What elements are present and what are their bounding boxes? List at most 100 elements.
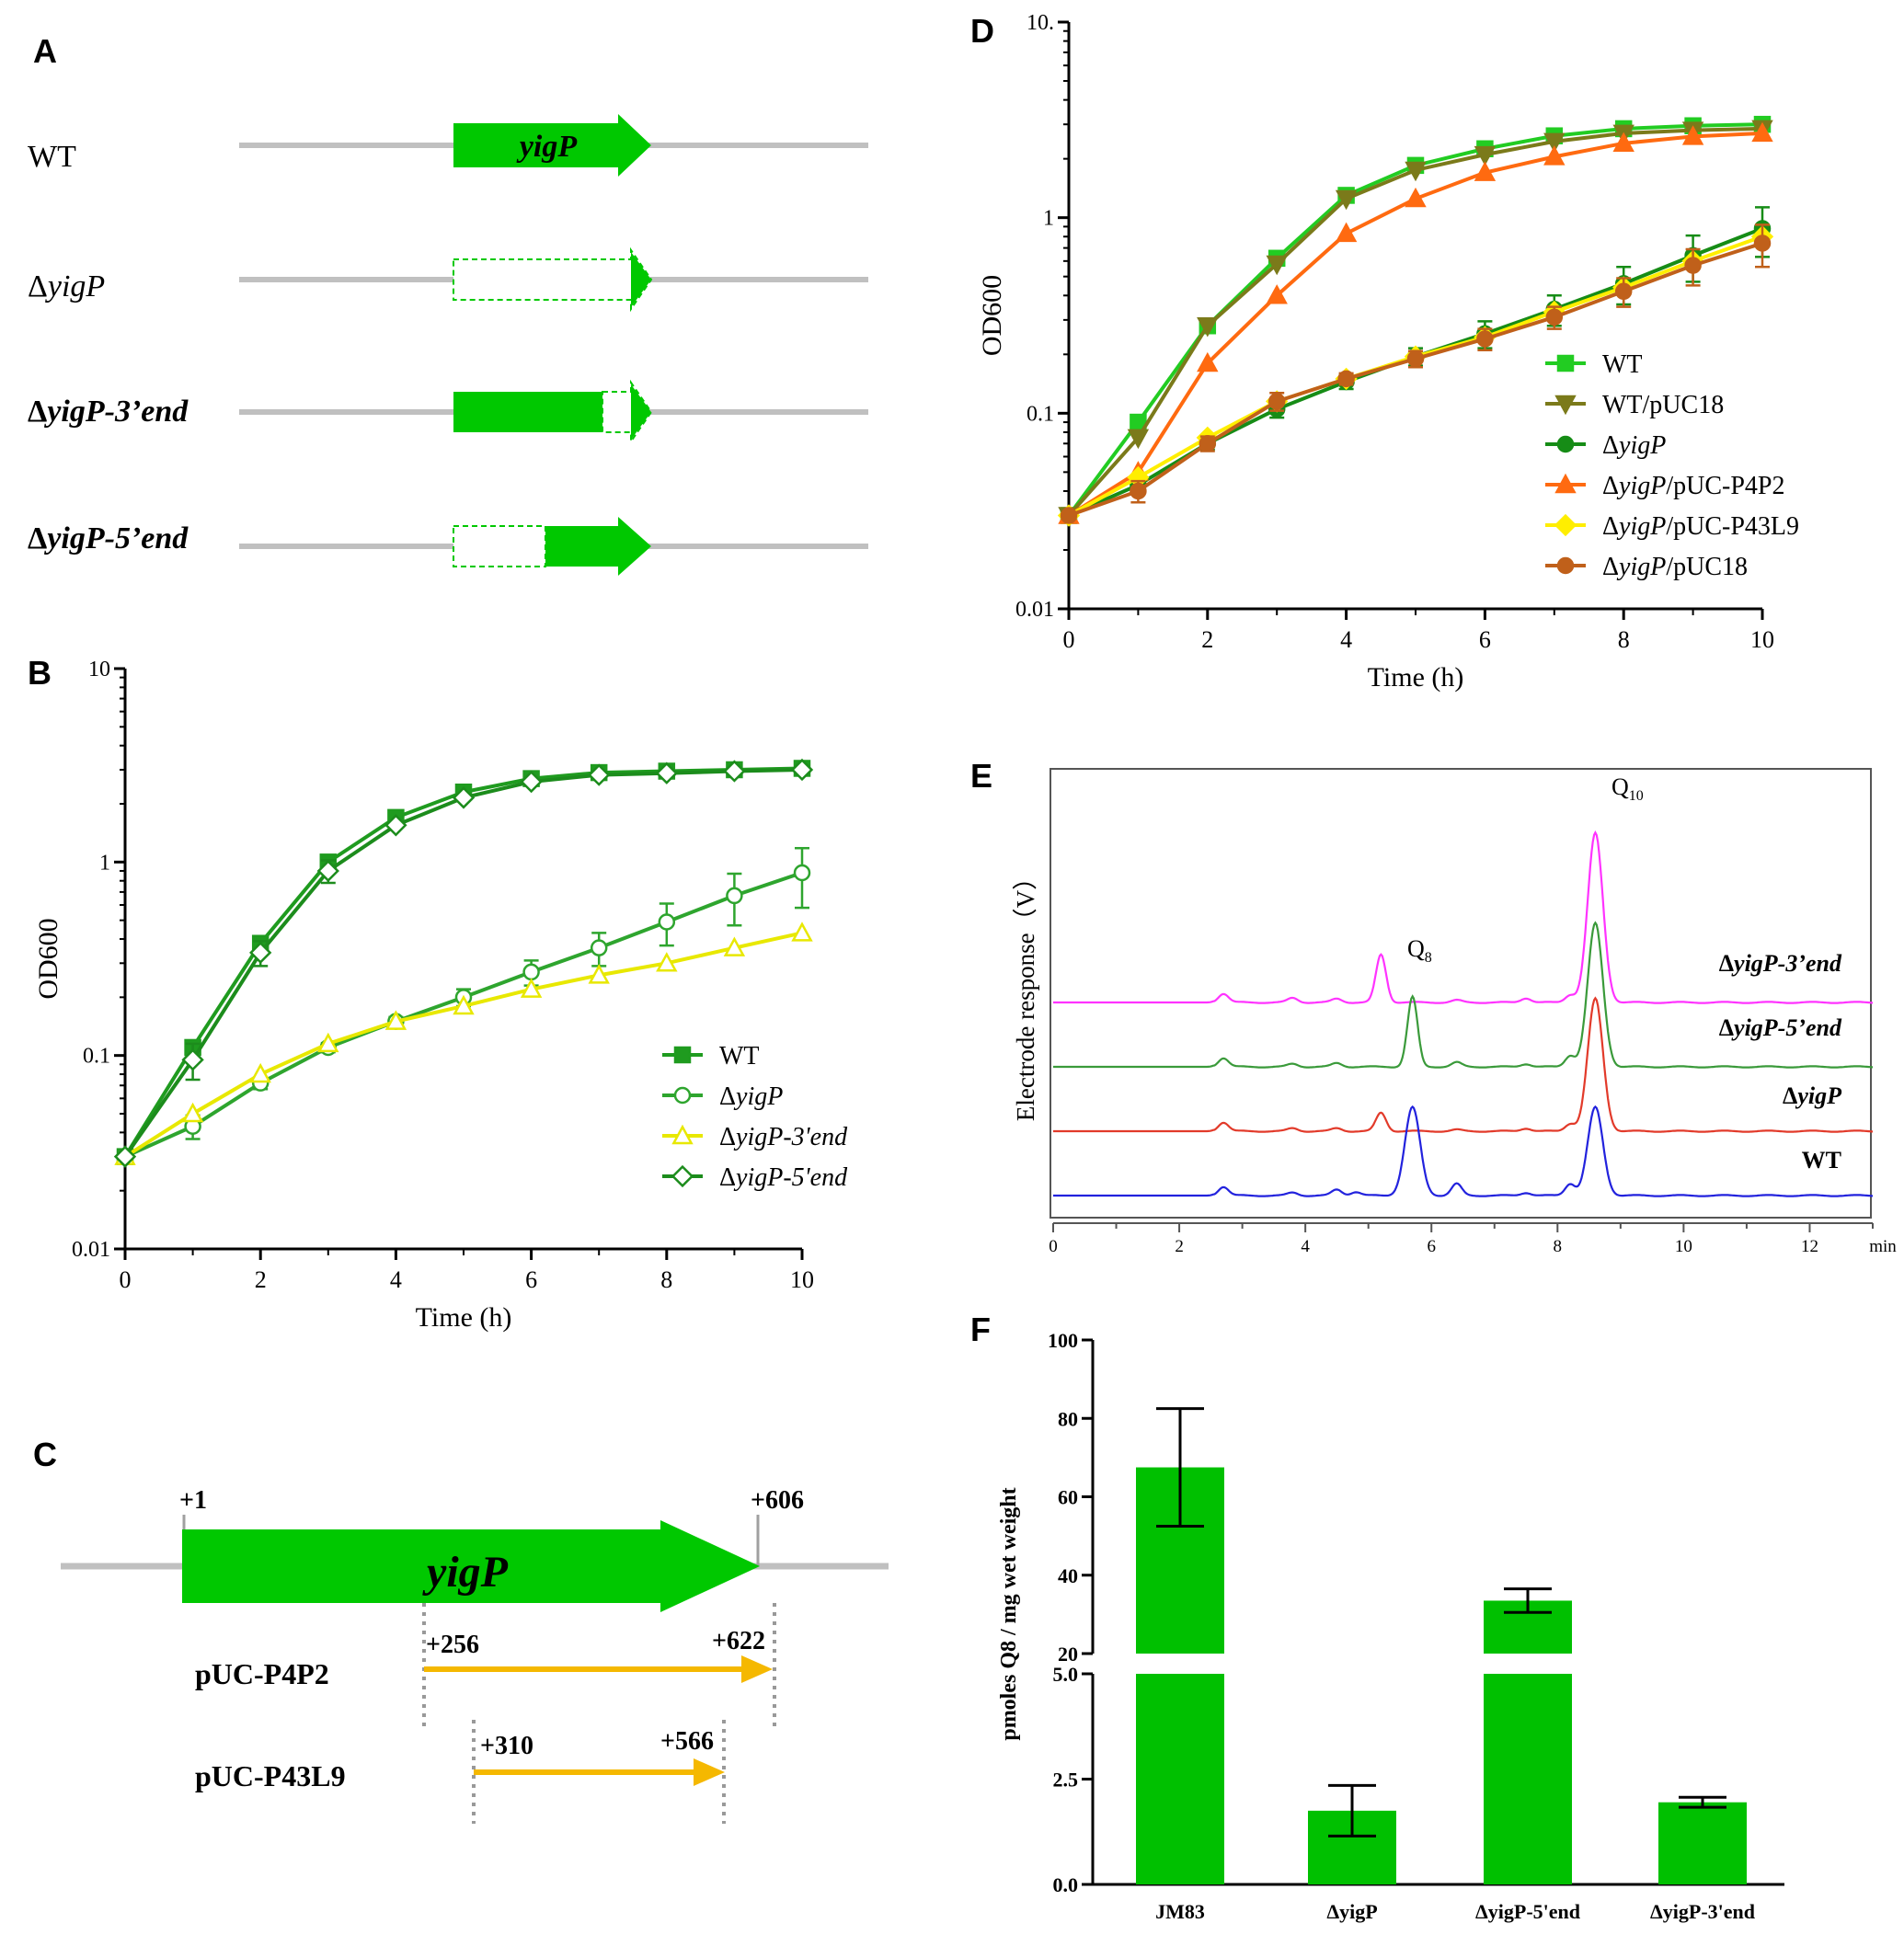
data-point — [1545, 308, 1564, 326]
y-tick-label: 0.1 — [1027, 402, 1054, 426]
x-axis-title: Time (h) — [416, 1302, 512, 1333]
data-point — [1405, 187, 1427, 208]
x-tick-label: 2 — [1201, 626, 1213, 653]
y-axis-title: Electrode response（V） — [1012, 865, 1039, 1121]
series-line — [124, 871, 803, 1159]
data-point — [1197, 316, 1219, 338]
data-point — [1197, 351, 1219, 372]
series-line — [123, 766, 803, 1158]
gene-3prime-part — [545, 517, 651, 576]
y-tick-label: 0.01 — [1015, 598, 1054, 622]
data-point — [588, 964, 610, 984]
data-point — [1267, 393, 1286, 410]
data-point — [1474, 161, 1497, 181]
x-tick-label: 10 — [1675, 1237, 1692, 1256]
trace-line — [1053, 996, 1873, 1133]
x-tick-label: 6 — [1427, 1237, 1436, 1256]
data-point — [181, 1048, 204, 1071]
y-tick-label: 0.1 — [83, 1045, 110, 1069]
data-point — [1406, 349, 1425, 368]
x-tick-label: 10 — [1750, 626, 1774, 653]
x-tick-label: 4 — [1301, 1237, 1310, 1256]
data-point — [590, 939, 608, 956]
data-point — [249, 941, 272, 965]
x-tick-label: 10 — [790, 1266, 814, 1293]
legend-swatch-marker — [1554, 473, 1577, 494]
gene-5prime-part — [453, 392, 602, 432]
pos-start: +1 — [179, 1486, 207, 1515]
y-tick-label: 40 — [1058, 1564, 1078, 1587]
x-category-label: ΔyigP-3'end — [1650, 1900, 1755, 1923]
data-point — [1681, 125, 1704, 145]
fragment-name-p43l9: pUC-P43L9 — [195, 1759, 346, 1792]
x-tick-label: 6 — [1479, 626, 1491, 653]
gene-3prime-tip — [631, 384, 651, 440]
x-tick-label: 8 — [1618, 626, 1630, 653]
plot-frame — [1049, 768, 1872, 1219]
row-label-wt: WT — [28, 140, 76, 174]
trace-line — [1053, 921, 1873, 1069]
data-point — [658, 913, 676, 931]
trace-label: ΔyigP-3’end — [1719, 950, 1842, 977]
fragment-p4p2-start: +256 — [426, 1631, 479, 1659]
panel-c: C +1 +606 yigP pUC-P4P2 +256 +622 pUC-P4… — [33, 1436, 889, 1824]
data-point — [520, 770, 543, 794]
legend-label: ΔyigP/pUC-P43L9 — [1602, 512, 1799, 541]
data-point — [790, 758, 814, 782]
legend-label: WT — [719, 1042, 760, 1071]
y-tick-label: 10. — [1027, 11, 1054, 35]
data-point — [522, 963, 540, 981]
peak-label-q10: Q10 — [1612, 773, 1644, 804]
yigp-gene-label: yigP — [422, 1548, 509, 1597]
gene-remnant-tip — [631, 252, 651, 307]
y-axis-title: pmoles Q8 / mg wet weight — [997, 1487, 1021, 1740]
bar — [1658, 1802, 1747, 1884]
x-category-label: ΔyigP — [1326, 1900, 1377, 1923]
data-point — [1474, 145, 1497, 166]
legend-swatch-marker — [673, 1046, 692, 1064]
y-tick-label: 0.0 — [1053, 1873, 1079, 1896]
x-tick-label: 0 — [1063, 626, 1075, 653]
y-axis-title: OD600 — [977, 275, 1007, 356]
legend-label: ΔyigP — [1602, 431, 1666, 460]
trace-line — [1053, 830, 1873, 1004]
panel-a-label: A — [33, 32, 57, 70]
panel-b: B 0.01 0.1 1 10 0 2 4 6 8 10 Time (h) OD600 WT ΔyigP Δ… — [28, 654, 848, 1333]
data-point — [1751, 121, 1773, 143]
gene-label-yigp: yigP — [516, 130, 578, 164]
x-tick-label: 8 — [660, 1266, 672, 1293]
data-point — [723, 760, 746, 783]
y-tick-label: 1 — [99, 851, 110, 875]
x-tick-label: 4 — [390, 1266, 402, 1293]
y-tick-label: 5.0 — [1053, 1663, 1079, 1686]
x-tick-label: 6 — [525, 1266, 537, 1293]
legend-label: ΔyigP/pUC18 — [1602, 553, 1748, 581]
y-axis-title: OD600 — [33, 918, 63, 999]
data-point — [793, 864, 811, 882]
data-point — [316, 859, 339, 883]
panel-f-label: F — [970, 1311, 991, 1348]
x-tick-label: 2 — [1175, 1237, 1184, 1256]
bar-chart-f: 20 40 60 80 100 0.0 2.5 5.0 pmoles Q8 / mg wet w… — [997, 1329, 1784, 1923]
trace-label: ΔyigP — [1783, 1082, 1842, 1109]
y-tick-label: 20 — [1058, 1643, 1078, 1666]
legend-label: ΔyigP-3'end — [719, 1123, 848, 1151]
data-point — [1684, 257, 1702, 274]
data-point — [453, 994, 475, 1015]
y-tick-label: 100 — [1048, 1329, 1078, 1352]
data-point — [791, 922, 813, 942]
data-point — [113, 1145, 137, 1168]
panel-f: F 20 40 60 80 100 0.0 2.5 5.0 pmoles Q8 / mg wet… — [970, 1311, 1784, 1923]
data-point — [1614, 282, 1633, 301]
data-point — [1335, 222, 1358, 243]
fragment-p43l9-end: +566 — [660, 1727, 714, 1756]
row-label-dyigp: ΔyigP — [28, 269, 105, 303]
legend-swatch-marker — [1554, 513, 1577, 537]
x-unit-label: min — [1869, 1237, 1897, 1256]
legend-label: WT — [1602, 350, 1643, 379]
fragment-p43l9-arrowhead — [694, 1758, 725, 1786]
legend-swatch-marker — [1556, 354, 1575, 372]
fragment-p4p2-arrowhead — [741, 1655, 773, 1683]
y-tick-label: 2.5 — [1053, 1769, 1079, 1792]
data-point — [1476, 330, 1494, 348]
